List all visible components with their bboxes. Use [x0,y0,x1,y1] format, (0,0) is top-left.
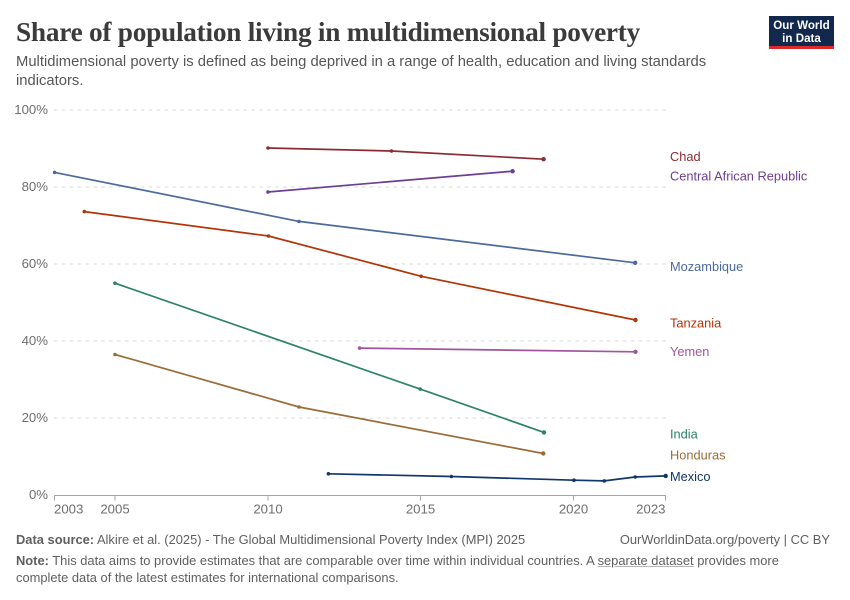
svg-text:20%: 20% [22,410,49,425]
svg-text:80%: 80% [22,179,49,194]
svg-text:Yemen: Yemen [670,344,709,359]
svg-text:Chad: Chad [670,149,701,164]
svg-text:Mexico: Mexico [670,469,711,484]
svg-text:Central African Republic: Central African Republic [670,169,808,184]
svg-text:0%: 0% [29,487,48,502]
svg-text:India: India [670,427,699,442]
svg-text:60%: 60% [22,256,49,271]
svg-text:Tanzania: Tanzania [670,315,722,330]
svg-text:2023: 2023 [636,501,665,516]
svg-text:2003: 2003 [54,501,83,516]
svg-text:2010: 2010 [253,501,282,516]
svg-text:2015: 2015 [406,501,435,516]
svg-text:100%: 100% [14,102,48,117]
svg-text:Mozambique: Mozambique [670,259,743,274]
svg-text:2005: 2005 [100,501,129,516]
svg-text:Honduras: Honduras [670,447,726,462]
svg-text:2020: 2020 [559,501,588,516]
svg-text:40%: 40% [22,333,49,348]
